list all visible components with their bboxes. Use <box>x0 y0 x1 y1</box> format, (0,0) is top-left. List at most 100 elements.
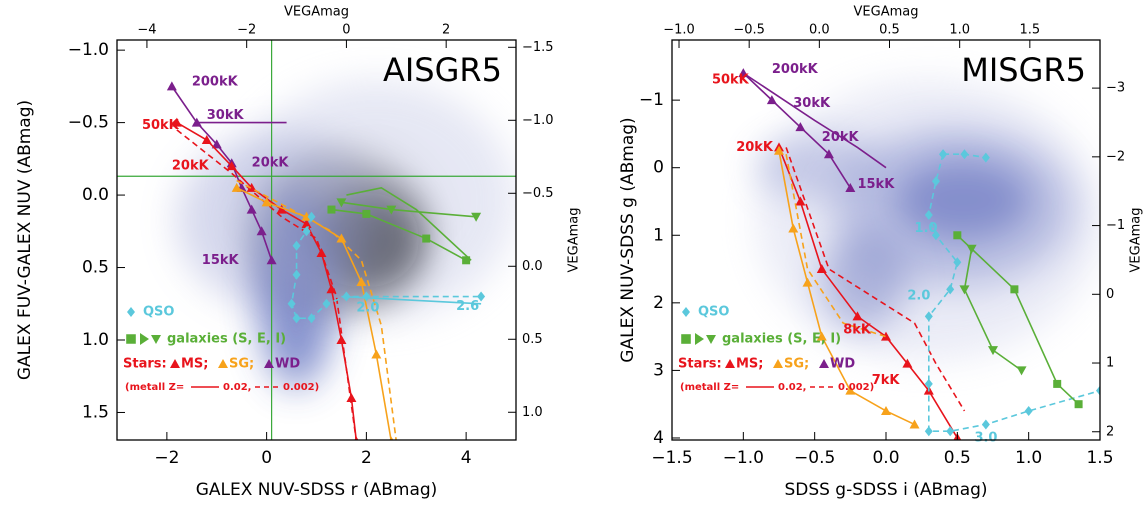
marker <box>953 231 962 240</box>
annotation: 20kK <box>822 130 860 145</box>
marker <box>292 269 301 280</box>
y-tick-label: 0 <box>653 158 664 178</box>
marker <box>881 405 891 415</box>
legend-text: SG; <box>229 357 254 372</box>
y2-tick-label: 0.0 <box>522 259 543 274</box>
series-line <box>778 147 959 439</box>
y2-tick-label: 1 <box>1106 356 1114 371</box>
series-line <box>236 179 397 440</box>
marker <box>939 149 948 160</box>
marker <box>302 226 311 237</box>
annotation: 50kK <box>712 72 750 87</box>
marker <box>226 161 237 171</box>
top-tick-label: 0 <box>342 23 350 38</box>
marker <box>902 358 913 368</box>
annotation: 200kK <box>772 62 819 77</box>
legend-text: WD <box>830 357 855 372</box>
top-tick-label: 2 <box>442 23 450 38</box>
marker <box>471 212 482 222</box>
marker <box>845 385 856 395</box>
x-axis-title: SDSS g-SDSS i (ABmag) <box>784 480 987 500</box>
y2-axis-title: VEGAmag <box>567 208 582 273</box>
legend-symbol <box>264 359 274 368</box>
frame <box>116 39 517 441</box>
marker <box>292 313 301 324</box>
marker <box>946 284 955 295</box>
x-axis-title: GALEX NUV-SDSS r (ABmag) <box>196 480 438 500</box>
y-axis-title: GALEX NUV-SDSS g (ABmag) <box>618 117 638 362</box>
y2-tick-label: −2 <box>1106 149 1125 164</box>
y2-tick-label: 1.0 <box>522 405 543 420</box>
marker <box>336 335 347 344</box>
annotation: 2.0 <box>356 301 379 316</box>
marker <box>924 210 933 220</box>
marker <box>823 149 834 159</box>
marker <box>336 198 347 208</box>
legend-symbol <box>695 333 704 345</box>
y-tick-label: 1.5 <box>82 402 109 422</box>
y-tick-label: 0.0 <box>82 185 109 205</box>
marker <box>171 117 182 127</box>
top-tick-label: 1.5 <box>1019 23 1040 38</box>
legend-symbol <box>773 359 783 368</box>
top-tick-label: 0.5 <box>879 23 900 38</box>
annotation: 15kK <box>202 253 240 268</box>
marker <box>256 226 267 236</box>
x-tick-label: −0.5 <box>794 448 835 468</box>
top-tick-label: 0.0 <box>809 23 830 38</box>
marker <box>953 257 962 268</box>
x-tick-label: 1.5 <box>1086 448 1113 468</box>
y-tick-label: −1.0 <box>68 40 109 60</box>
marker <box>477 291 486 302</box>
marker <box>371 349 382 359</box>
series-line <box>785 154 887 338</box>
marker <box>362 209 371 218</box>
marker <box>266 255 277 265</box>
y2-tick-label: −1.0 <box>522 113 554 128</box>
legend-text: MS; <box>181 357 209 372</box>
marker <box>924 426 933 437</box>
legend-text: Stars: <box>678 357 722 372</box>
marker <box>788 223 799 233</box>
annotation: 20kK <box>172 159 210 174</box>
marker <box>422 234 431 243</box>
marker <box>774 145 784 155</box>
x-tick-label: 0.5 <box>944 448 971 468</box>
y-tick-label: −0.5 <box>68 113 109 133</box>
legend-symbol <box>126 334 136 344</box>
annotation: 3.0 <box>974 430 997 445</box>
panel-label: AISGR5 <box>383 51 502 89</box>
marker <box>981 152 990 163</box>
top-axis-title: VEGAmag <box>284 5 349 20</box>
y-axis-title: GALEX FUV-GALEX NUV (ABmag) <box>15 100 35 380</box>
x-tick-label: 0 <box>261 448 272 468</box>
marker <box>1096 385 1100 396</box>
legend-text: 0.002) <box>838 382 874 393</box>
marker <box>959 285 970 295</box>
series-line <box>331 208 467 261</box>
marker <box>1024 405 1033 416</box>
legend-text: (metall Z= <box>680 382 739 393</box>
series-line <box>963 248 1022 372</box>
marker <box>816 264 827 274</box>
marker <box>881 331 891 341</box>
annotation: 20kK <box>736 140 774 155</box>
top-tick-label: −0.5 <box>733 23 765 38</box>
series-line <box>341 295 482 305</box>
marker <box>795 196 806 206</box>
marker <box>966 244 977 254</box>
legend-text: 0.02, <box>778 382 806 393</box>
annotation: 20kK <box>252 156 290 171</box>
y2-tick-label: 0.5 <box>522 332 543 347</box>
x-tick-label: −2 <box>154 448 179 468</box>
annotation: 15kK <box>857 177 895 192</box>
marker <box>816 331 827 341</box>
annotation: 200kK <box>192 75 239 90</box>
series-line <box>785 147 966 412</box>
marker <box>362 291 371 302</box>
y-tick-label: 2 <box>653 293 664 313</box>
marker <box>924 378 933 389</box>
y2-axis-title: VEGAmag <box>1129 208 1144 273</box>
marker <box>924 311 933 322</box>
